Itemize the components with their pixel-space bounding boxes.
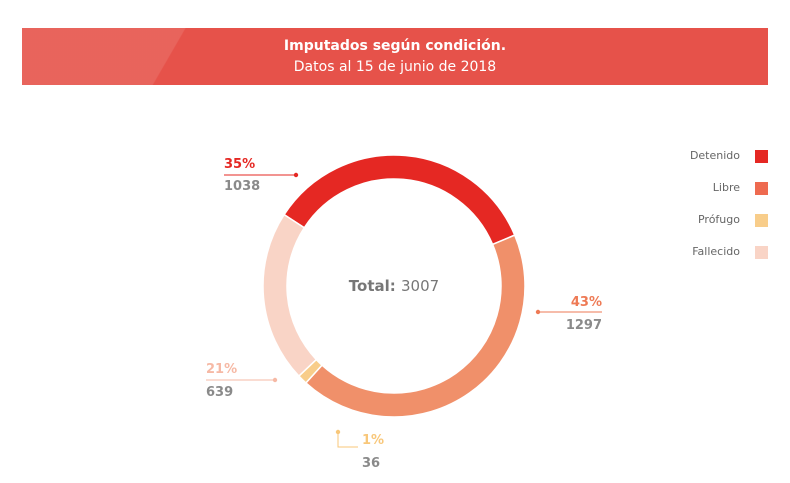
- legend-item-profugo: Prófugo: [640, 212, 770, 244]
- leader-dot-profugo: [335, 429, 341, 435]
- leader-line-profugo: [337, 432, 358, 448]
- legend-item-fallecido: Fallecido: [640, 244, 770, 276]
- legend-label: Prófugo: [697, 213, 740, 226]
- count-label-fallecido: 639: [206, 385, 233, 400]
- percent-label-profugo: 1%: [362, 433, 384, 448]
- leader-dot-detenido: [293, 172, 299, 178]
- chart-title: Imputados según condición.: [283, 38, 507, 54]
- title-banner: Imputados según condición. Datos al 15 d…: [22, 28, 768, 85]
- count-label-libre: 1297: [566, 318, 602, 333]
- percent-label-fallecido: 21%: [206, 362, 237, 377]
- slice-detenido: [283, 154, 516, 246]
- legend-item-detenido: Detenido: [640, 148, 770, 180]
- total-label: Total: 3007: [349, 277, 439, 295]
- leader-dot-libre: [535, 309, 541, 315]
- percent-label-detenido: 35%: [224, 157, 255, 172]
- slice-libre: [304, 234, 526, 418]
- legend-label: Libre: [712, 181, 740, 194]
- leader-dot-fallecido: [272, 377, 278, 383]
- legend-label: Fallecido: [692, 245, 740, 258]
- chart-subtitle: Datos al 15 de junio de 2018: [293, 59, 497, 75]
- legend: Detenido Libre Prófugo Fallecido: [640, 148, 770, 276]
- legend-swatch: [755, 150, 768, 163]
- legend-label: Detenido: [689, 149, 740, 162]
- banner-sheen: [22, 28, 222, 85]
- slice-fallecido: [262, 213, 318, 378]
- legend-item-libre: Libre: [640, 180, 770, 212]
- count-label-profugo: 36: [362, 456, 380, 471]
- legend-swatch: [755, 182, 768, 195]
- percent-label-libre: 43%: [571, 295, 602, 310]
- legend-swatch: [755, 246, 768, 259]
- count-label-detenido: 1038: [224, 179, 260, 194]
- legend-swatch: [755, 214, 768, 227]
